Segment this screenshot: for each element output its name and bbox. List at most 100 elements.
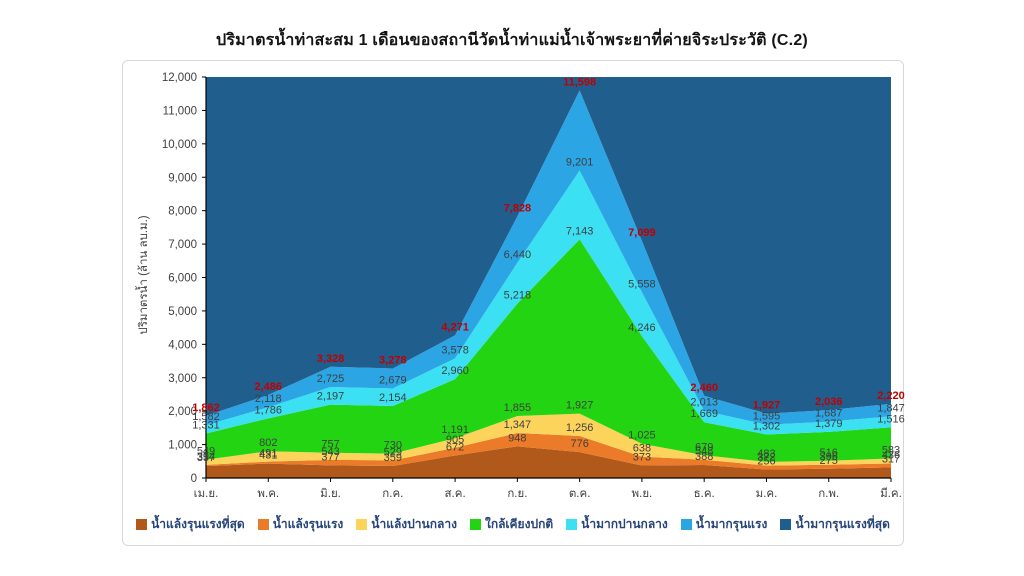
data-label: 1,847 xyxy=(877,402,905,414)
data-label: 583 xyxy=(882,445,900,457)
data-label: 1,347 xyxy=(504,419,532,431)
x-axis-tick-label: ก.ย. xyxy=(507,488,527,500)
legend-label: น้ำมากรุนแรง xyxy=(695,517,768,531)
data-label: 2,679 xyxy=(379,374,407,386)
legend-item: น้ำแล้งรุนแรง xyxy=(257,515,344,534)
data-label: 483 xyxy=(757,448,775,460)
legend-label: น้ำมากปานกลาง xyxy=(581,517,668,531)
data-label: 256 xyxy=(757,455,775,467)
data-label: 2,013 xyxy=(690,397,718,409)
data-label: 9,201 xyxy=(566,157,594,169)
plot-area: 0 1,000 2,000 3,000 4,000 5,000 6,000 7,000 8,00… xyxy=(162,72,905,500)
x-axis-tick-label: ก.ค. xyxy=(382,488,403,500)
data-label: 543 xyxy=(321,446,339,458)
data-label: 373 xyxy=(633,452,651,464)
y-axis-title: ปริมาตรน้ำ (ล้าน ลบ.ม.) xyxy=(138,215,150,335)
data-label: 1,669 xyxy=(690,408,718,420)
legend-label: น้ำมากรุนแรงที่สุด xyxy=(795,517,890,531)
data-label: 905 xyxy=(446,434,464,446)
data-label: 1,927 xyxy=(566,400,594,412)
data-label: 2,036 xyxy=(815,396,843,408)
data-label: 7,099 xyxy=(628,227,656,239)
data-label: 1,025 xyxy=(628,430,656,442)
x-axis-tick-label: มี.ค. xyxy=(880,487,902,500)
y-axis-tick-label: 0 xyxy=(191,473,197,485)
data-label: 2,460 xyxy=(690,382,718,394)
y-axis-tick-label: 3,000 xyxy=(168,373,197,385)
area-series-2 xyxy=(206,413,891,466)
data-label: 776 xyxy=(570,438,588,450)
y-axis-tick-label: 12,000 xyxy=(162,72,197,84)
y-axis-tick-label: 5,000 xyxy=(168,306,197,318)
data-label: 317 xyxy=(882,453,900,465)
data-label: 948 xyxy=(508,432,526,444)
data-label: 2,197 xyxy=(317,391,345,403)
data-label: 1,687 xyxy=(815,408,843,420)
data-label: 757 xyxy=(321,439,339,451)
data-label: 549 xyxy=(197,446,215,458)
data-label: 1,786 xyxy=(255,404,283,416)
legend-swatch xyxy=(566,519,578,530)
data-label: 7,828 xyxy=(504,202,532,214)
data-label: 1,191 xyxy=(441,424,469,436)
data-label: 388 xyxy=(695,451,713,463)
data-label: 2,118 xyxy=(255,393,282,405)
y-axis-tick-label: 8,000 xyxy=(168,206,197,218)
data-label: 638 xyxy=(633,443,651,455)
data-label: 394 xyxy=(197,451,215,463)
area-series-5 xyxy=(206,90,891,426)
legend-swatch xyxy=(356,519,368,530)
data-label: 1,582 xyxy=(192,411,220,423)
chart-title: ปริมาตรน้ำท่าสะสม 1 เดือนของสถานีวัดน้ำท… xyxy=(216,32,808,49)
y-axis-tick-label: 11,000 xyxy=(163,105,197,117)
area-series-1 xyxy=(206,432,891,470)
data-label: 359 xyxy=(384,452,402,464)
data-label: 7,143 xyxy=(566,225,594,237)
legend-swatch xyxy=(469,519,481,530)
legend-swatch xyxy=(136,519,148,530)
x-axis-tick-label: ม.ค. xyxy=(756,488,778,500)
area-series-3 xyxy=(206,239,891,462)
data-label: 2,725 xyxy=(317,373,345,385)
legend-label: น้ำแล้งรุนแรงที่สุด xyxy=(151,517,245,531)
data-label: 730 xyxy=(384,440,402,452)
data-label: 3,328 xyxy=(317,353,345,365)
y-axis-tick-label: 10,000 xyxy=(162,139,197,151)
data-label: 11,598 xyxy=(563,76,596,88)
data-label: 1,379 xyxy=(815,418,843,430)
data-label: 436 xyxy=(882,449,900,461)
data-label: 802 xyxy=(259,437,277,449)
data-label: 1,927 xyxy=(753,400,781,412)
data-label: 1,516 xyxy=(877,413,905,425)
legend-swatch xyxy=(780,519,792,530)
data-label: 1,256 xyxy=(566,422,594,434)
chart-frame: 0 1,000 2,000 3,000 4,000 5,000 6,000 7,000 8,00… xyxy=(122,60,905,546)
x-axis-tick-label: เม.ย. xyxy=(194,488,219,500)
chart-legend: น้ำแล้งรุนแรงที่สุด น้ำแล้งรุนแรง น้ำแล้งป… xyxy=(123,515,903,534)
data-label: 2,220 xyxy=(877,390,905,402)
data-label: 1,862 xyxy=(192,402,220,414)
data-label: 1,595 xyxy=(753,411,781,423)
data-label: 275 xyxy=(820,455,838,467)
data-label: 516 xyxy=(820,447,838,459)
data-label: 2,486 xyxy=(255,381,283,393)
data-label: 5,218 xyxy=(504,290,532,302)
data-label: 1,331 xyxy=(192,420,220,432)
area-series-4 xyxy=(206,170,891,435)
data-label: 679 xyxy=(695,441,713,453)
data-label: 4,246 xyxy=(628,322,656,334)
legend-swatch xyxy=(680,519,692,530)
data-label: 672 xyxy=(446,442,464,454)
data-label: 372 xyxy=(757,452,775,464)
legend-item: น้ำมากรุนแรง xyxy=(680,515,768,534)
x-axis-tick-label: ต.ค. xyxy=(569,488,591,500)
legend-swatch xyxy=(257,519,269,530)
data-label: 396 xyxy=(820,451,838,463)
data-label: 2,154 xyxy=(379,392,407,404)
data-label: 3,578 xyxy=(441,344,469,356)
data-label: 2,960 xyxy=(441,365,469,377)
y-axis-tick-label: 2,000 xyxy=(168,406,197,418)
data-label: 4,271 xyxy=(441,321,469,333)
legend-label: น้ำแล้งรุนแรง xyxy=(272,517,344,531)
legend-item: น้ำแล้งปานกลาง xyxy=(356,515,457,534)
